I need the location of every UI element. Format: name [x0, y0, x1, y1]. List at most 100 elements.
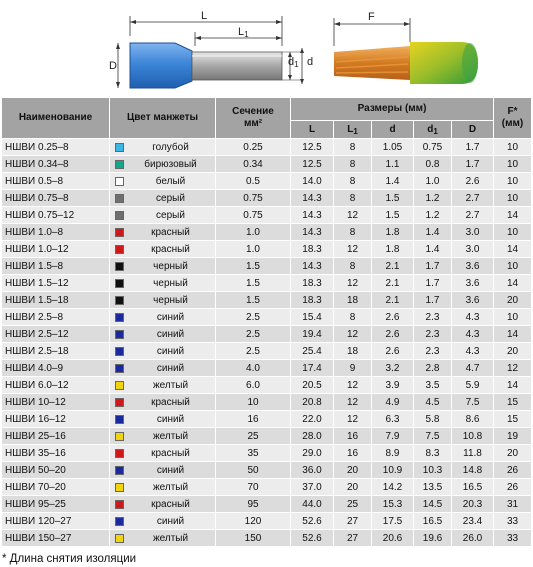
cell-section: 4.0 [215, 359, 291, 377]
header-section: Сечение мм² [215, 97, 291, 139]
cell-d: 6.3 [371, 410, 414, 428]
cell-L1: 8 [333, 223, 372, 241]
cell-d1: 2.3 [413, 342, 452, 360]
cell-d1: 1.2 [413, 189, 452, 207]
header-L1: L1 [333, 120, 372, 139]
cell-F: 14 [493, 274, 533, 292]
cell-name: НШВИ 2.5–18 [1, 342, 110, 360]
color-swatch [115, 194, 124, 203]
cell-d: 2.1 [371, 291, 414, 309]
cell-L1: 8 [333, 257, 372, 275]
header-L: L [290, 120, 334, 139]
cell-d1: 0.75 [413, 138, 452, 156]
cell-D: 2.7 [450, 206, 495, 224]
cell-F: 10 [493, 138, 533, 156]
header-d: d [371, 120, 414, 139]
cell-d1: 7.5 [413, 427, 452, 445]
cell-section: 6.0 [215, 376, 291, 394]
table-row: НШВИ 120–27 синий 120 52.6 27 17.5 16.5 23.4 33 [1, 512, 533, 530]
color-swatch [115, 364, 124, 373]
color-name: желтый [152, 481, 189, 493]
cell-d: 1.8 [371, 223, 414, 241]
color-swatch [115, 143, 124, 152]
cell-d1: 16.5 [413, 512, 452, 530]
cell-section: 25 [215, 427, 291, 445]
cell-L1: 8 [333, 172, 372, 190]
table-body: НШВИ 0.25–8 голубой 0.25 12.5 8 1.05 0.75 1.7 10… [1, 138, 533, 547]
cell-L: 36.0 [290, 461, 334, 479]
cell-D: 5.9 [450, 376, 495, 394]
cell-D: 8.6 [450, 410, 495, 428]
cell-D: 26.0 [450, 529, 495, 547]
cell-d: 2.6 [371, 325, 414, 343]
cell-F: 15 [493, 393, 533, 411]
cell-d1: 3.5 [413, 376, 452, 394]
cell-F: 15 [493, 410, 533, 428]
table-row: НШВИ 0.34–8 бирюзовый 0.34 12.5 8 1.1 0.8 1.7 10 [1, 155, 533, 173]
cell-L: 37.0 [290, 478, 334, 496]
cell-name: НШВИ 2.5–12 [1, 325, 110, 343]
color-name: синий [156, 362, 185, 374]
cell-D: 3.6 [450, 291, 495, 309]
color-name: красный [151, 498, 190, 510]
cell-d: 1.4 [371, 172, 414, 190]
table-row: НШВИ 4.0–9 синий 4.0 17.4 9 3.2 2.8 4.7 12 [1, 359, 533, 377]
cell-name: НШВИ 120–27 [1, 512, 110, 530]
cell-section: 10 [215, 393, 291, 411]
table-row: НШВИ 2.5–8 синий 2.5 15.4 8 2.6 2.3 4.3 10 [1, 308, 533, 326]
table-row: НШВИ 10–12 красный 10 20.8 12 4.9 4.5 7.5 15 [1, 393, 533, 411]
dim-label-L1: L1 [238, 26, 249, 39]
color-swatch [115, 160, 124, 169]
cell-L: 19.4 [290, 325, 334, 343]
cell-L: 18.3 [290, 240, 334, 258]
dim-label-d: d [307, 56, 313, 68]
color-swatch [115, 313, 124, 322]
color-name: синий [156, 413, 185, 425]
cell-F: 12 [493, 359, 533, 377]
cell-color: синий [109, 308, 216, 326]
cell-color: желтый [109, 478, 216, 496]
cell-d1: 4.5 [413, 393, 452, 411]
cell-L: 22.0 [290, 410, 334, 428]
cell-L: 17.4 [290, 359, 334, 377]
cell-L: 29.0 [290, 444, 334, 462]
table-row: НШВИ 2.5–12 синий 2.5 19.4 12 2.6 2.3 4.3 14 [1, 325, 533, 343]
cell-color: серый [109, 189, 216, 207]
cell-name: НШВИ 0.34–8 [1, 155, 110, 173]
cell-L1: 27 [333, 512, 372, 530]
cell-name: НШВИ 25–16 [1, 427, 110, 445]
cell-L: 14.3 [290, 257, 334, 275]
cell-name: НШВИ 50–20 [1, 461, 110, 479]
cell-D: 14.8 [450, 461, 495, 479]
cell-L: 14.3 [290, 189, 334, 207]
color-name: белый [155, 175, 186, 187]
color-name: бирюзовый [144, 158, 197, 170]
cell-F: 14 [493, 240, 533, 258]
cell-L: 20.8 [290, 393, 334, 411]
table-row: НШВИ 1.5–8 черный 1.5 14.3 8 2.1 1.7 3.6 10 [1, 257, 533, 275]
cell-color: синий [109, 461, 216, 479]
cell-L: 18.3 [290, 291, 334, 309]
color-name: синий [156, 311, 185, 323]
cell-F: 14 [493, 325, 533, 343]
cell-d1: 5.8 [413, 410, 452, 428]
cell-D: 11.8 [450, 444, 495, 462]
header-name: Наименование [1, 97, 110, 139]
cell-F: 10 [493, 257, 533, 275]
color-swatch [115, 500, 124, 509]
table-row: НШВИ 0.75–12 серый 0.75 14.3 12 1.5 1.2 2.7 14 [1, 206, 533, 224]
dim-label-D: D [109, 60, 117, 72]
color-swatch [115, 347, 124, 356]
table-row: НШВИ 1.5–18 черный 1.5 18.3 18 2.1 1.7 3.6 20 [1, 291, 533, 309]
cell-L1: 8 [333, 189, 372, 207]
color-name: голубой [152, 141, 189, 153]
table-row: НШВИ 50–20 синий 50 36.0 20 10.9 10.3 14.8 26 [1, 461, 533, 479]
header-d1: d1 [413, 120, 452, 139]
cell-d1: 14.5 [413, 495, 452, 513]
cell-d1: 2.8 [413, 359, 452, 377]
cell-F: 20 [493, 444, 533, 462]
color-swatch [115, 415, 124, 424]
cell-name: НШВИ 0.5–8 [1, 172, 110, 190]
cell-color: желтый [109, 427, 216, 445]
cell-d: 2.1 [371, 274, 414, 292]
